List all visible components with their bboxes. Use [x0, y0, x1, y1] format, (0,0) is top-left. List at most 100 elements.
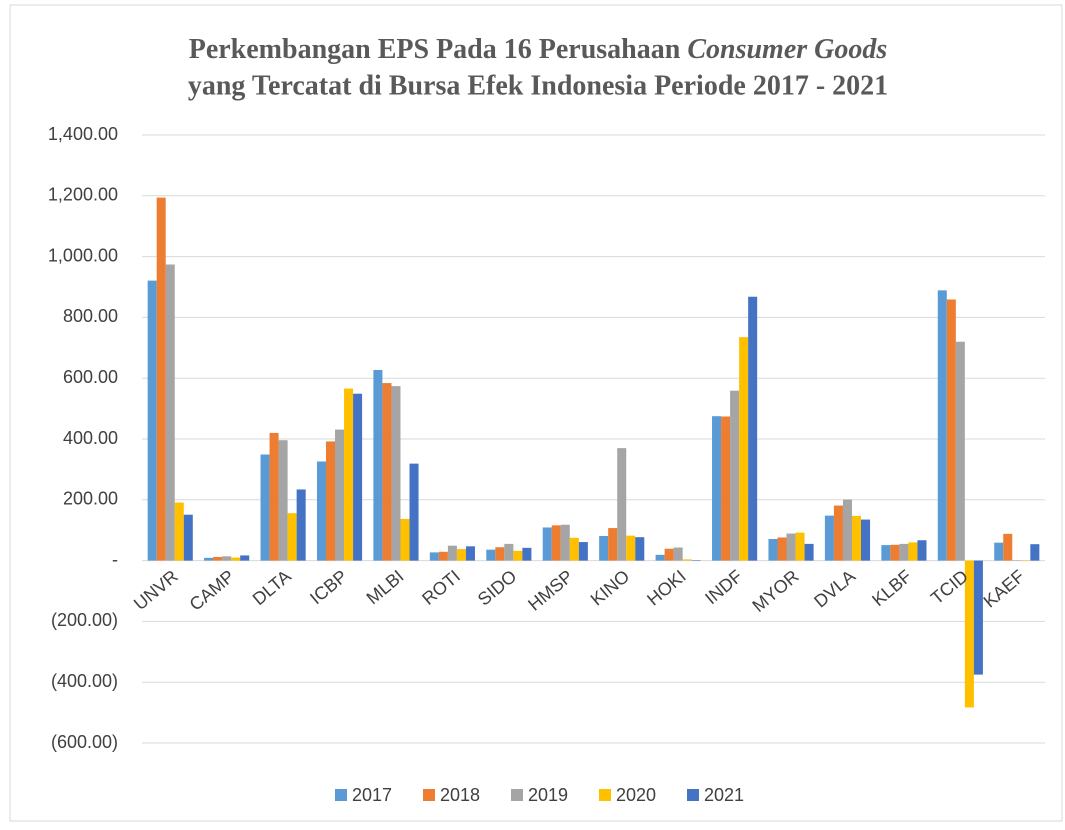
- bar: [786, 533, 796, 561]
- y-tick-label: (200.00): [51, 610, 118, 630]
- bar: [260, 454, 270, 561]
- bar: [456, 549, 466, 561]
- bar: [824, 515, 834, 561]
- bar: [599, 535, 609, 561]
- bar: [325, 441, 336, 561]
- bar: [955, 341, 965, 561]
- bar: [608, 528, 618, 561]
- chart-border: [9, 4, 1063, 822]
- bar: [946, 299, 956, 561]
- y-tick-label: 1,200.00: [48, 185, 118, 205]
- bar: [522, 547, 532, 561]
- bar: [400, 518, 410, 561]
- y-tick-label: 600.00: [63, 367, 118, 387]
- bar: [465, 546, 475, 561]
- bar: [495, 547, 505, 561]
- bar: [721, 416, 731, 561]
- bar: [344, 388, 354, 561]
- bar: [617, 448, 627, 561]
- bar: [673, 547, 683, 561]
- bar: [429, 552, 439, 561]
- bar: [147, 280, 157, 561]
- legend-swatch: [511, 789, 523, 801]
- bar: [851, 515, 862, 561]
- bar: [964, 560, 974, 708]
- bar: [691, 560, 701, 561]
- bar: [682, 559, 692, 561]
- bar: [861, 519, 871, 561]
- bar: [504, 543, 514, 561]
- bar: [213, 556, 223, 561]
- bar: [655, 554, 665, 561]
- bar: [231, 557, 241, 561]
- bar: [335, 429, 345, 561]
- bar: [730, 390, 740, 561]
- bar: [174, 502, 184, 561]
- bar: [447, 545, 457, 561]
- bar: [937, 290, 947, 561]
- bar: [551, 525, 561, 561]
- y-tick-label: 1,000.00: [48, 245, 118, 265]
- bar: [409, 463, 419, 561]
- legend-label: 2020: [616, 785, 656, 805]
- y-tick-label: (400.00): [51, 671, 118, 691]
- bar: [287, 513, 297, 561]
- y-tick-label: 1,400.00: [48, 124, 118, 144]
- bar: [353, 393, 363, 561]
- bar: [316, 461, 326, 561]
- y-tick-label: 400.00: [63, 428, 118, 448]
- y-tick-label: -: [112, 549, 118, 569]
- chart-title: yang Tercatat di Bursa Efek Indonesia Pe…: [188, 70, 888, 101]
- bar: [278, 440, 288, 561]
- bar: [795, 532, 805, 561]
- bar: [1012, 560, 1022, 561]
- bar: [165, 264, 175, 561]
- bar: [635, 537, 645, 561]
- bar: [908, 542, 918, 561]
- title-part: Perkembangan EPS Pada 16 Perusahaan: [189, 34, 681, 65]
- bar: [917, 540, 927, 561]
- bar: [269, 432, 279, 561]
- bar: [804, 543, 814, 561]
- bar: [240, 555, 250, 561]
- legend-label: 2019: [528, 785, 568, 805]
- bar: [438, 551, 448, 561]
- bar: [486, 549, 496, 561]
- bar: [899, 543, 909, 561]
- bar: [578, 542, 588, 561]
- legend-swatch: [599, 789, 611, 801]
- legend-swatch: [335, 789, 347, 801]
- legend-swatch: [687, 789, 699, 801]
- bar: [542, 527, 552, 561]
- bar: [739, 337, 749, 561]
- legend-label: 2017: [352, 785, 392, 805]
- bar: [1021, 560, 1031, 562]
- bar: [881, 545, 891, 561]
- bar: [204, 557, 214, 561]
- legend-swatch: [423, 789, 435, 801]
- bar: [391, 386, 401, 561]
- bar: [296, 489, 306, 561]
- bar: [1030, 544, 1040, 561]
- legend-label: 2018: [440, 785, 480, 805]
- bar: [768, 539, 778, 561]
- bar: [833, 505, 843, 561]
- chart-title: Perkembangan EPS Pada 16 Perusahaan Cons…: [189, 34, 888, 65]
- bar: [890, 544, 900, 561]
- bar: [373, 369, 383, 561]
- title-part: Consumer Goods: [687, 34, 887, 65]
- bar: [183, 514, 193, 561]
- bar: [156, 197, 166, 561]
- bar: [569, 537, 579, 561]
- bar: [664, 548, 674, 561]
- y-tick-label: 800.00: [63, 306, 118, 326]
- bar: [973, 560, 983, 675]
- bar: [994, 542, 1004, 561]
- bar: [560, 524, 570, 561]
- bar: [382, 383, 392, 561]
- bar: [626, 535, 636, 561]
- bar: [748, 296, 758, 561]
- bar: [222, 556, 232, 561]
- y-tick-label: 200.00: [63, 489, 118, 509]
